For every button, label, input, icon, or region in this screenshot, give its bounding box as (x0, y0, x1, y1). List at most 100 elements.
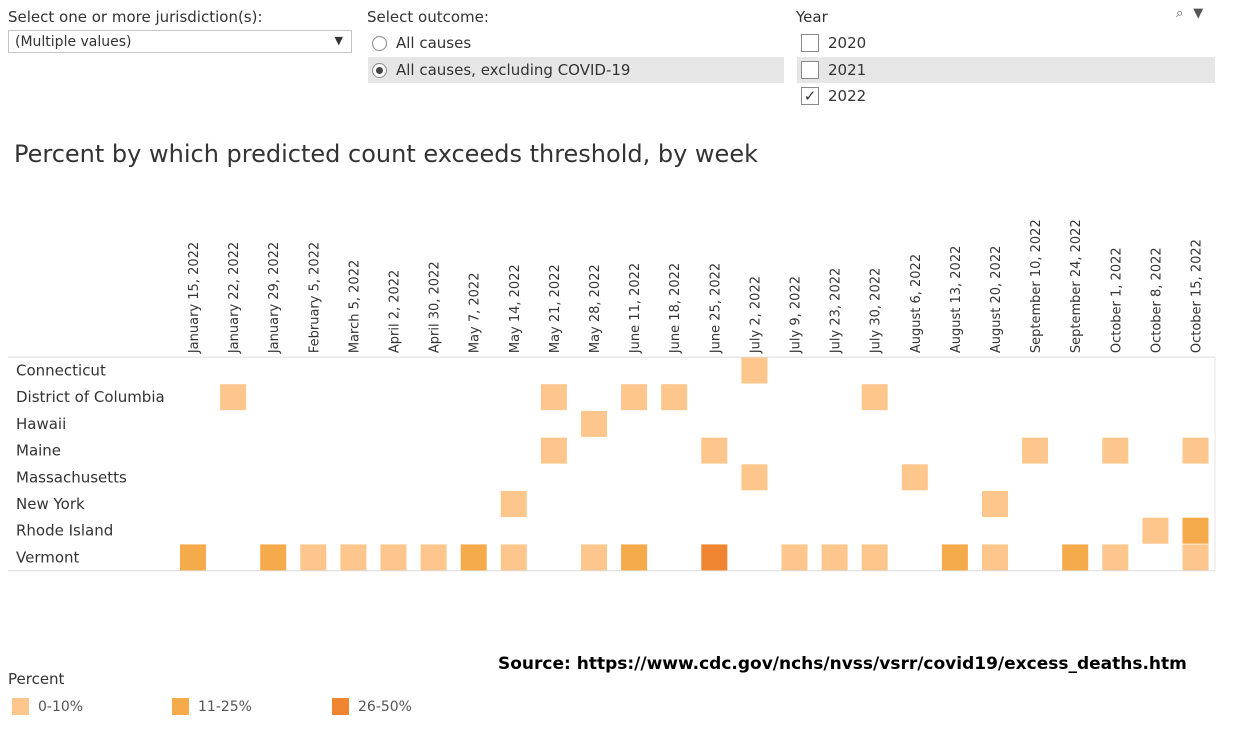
year-filter-label: Year (796, 8, 828, 26)
week-label: February 5, 2022 (307, 242, 322, 353)
heatmap-cell[interactable] (581, 544, 607, 571)
heatmap-cell[interactable] (821, 544, 848, 571)
jurisdiction-label: Rhode Island (16, 522, 113, 540)
heatmap-cell[interactable] (621, 384, 648, 411)
heatmap-cell[interactable] (1182, 437, 1209, 464)
heatmap-cell[interactable] (741, 357, 768, 384)
heatmap-cell[interactable] (540, 437, 567, 464)
heatmap-cell[interactable] (781, 544, 808, 571)
week-label: October 8, 2022 (1149, 247, 1164, 353)
heatmap-cell[interactable] (1102, 544, 1129, 571)
week-label: July 30, 2022 (869, 268, 884, 354)
legend-swatch (172, 698, 189, 715)
jurisdiction-dropdown-value: (Multiple values) (15, 34, 132, 50)
heatmap-cell[interactable] (861, 544, 888, 571)
jurisdiction-label: Vermont (16, 548, 80, 566)
heatmap-cell[interactable] (701, 437, 728, 464)
heatmap-cell[interactable] (220, 384, 247, 411)
heatmap-cell[interactable] (1182, 517, 1209, 544)
heatmap-cell[interactable] (701, 544, 728, 571)
week-label: September 10, 2022 (1029, 219, 1044, 353)
legend-item-11-25: 11-25% (172, 698, 252, 715)
heatmap-cell[interactable] (1142, 517, 1169, 544)
legend-item-26-50: 26-50% (332, 698, 412, 715)
heatmap-cell[interactable] (260, 544, 287, 571)
week-label: January 29, 2022 (267, 242, 282, 354)
jurisdiction-label: Massachusetts (16, 468, 127, 486)
week-label: October 1, 2022 (1109, 247, 1124, 353)
radio-button-selected[interactable] (372, 62, 387, 78)
heatmap-cell[interactable] (621, 544, 648, 571)
heatmap-cell[interactable] (500, 544, 527, 571)
heatmap-cell[interactable] (500, 491, 527, 517)
week-label: January 15, 2022 (187, 242, 202, 354)
week-label: April 2, 2022 (388, 270, 403, 353)
heatmap-cell[interactable] (1182, 544, 1209, 571)
heatmap-cell[interactable] (581, 410, 607, 437)
heatmap-cell[interactable] (861, 384, 888, 411)
heatmap-cell[interactable] (982, 544, 1008, 571)
legend-item-0-10: 0-10% (12, 698, 83, 715)
week-label: June 11, 2022 (628, 263, 643, 354)
week-label: April 30, 2022 (428, 261, 443, 353)
week-label: May 14, 2022 (508, 264, 523, 353)
week-label: January 22, 2022 (227, 242, 242, 354)
heatmap-cell[interactable] (180, 544, 206, 571)
heatmap-cell[interactable] (380, 544, 407, 571)
week-label: July 2, 2022 (748, 276, 763, 354)
heatmap-cell[interactable] (982, 491, 1008, 517)
week-label: March 5, 2022 (347, 260, 362, 353)
year-checkbox[interactable] (801, 34, 819, 52)
legend-label: 0-10% (38, 698, 84, 715)
jurisdiction-filter-label: Select one or more jurisdiction(s): (8, 8, 263, 26)
outcome-option-excluding-covid[interactable]: All causes, excluding COVID-19 (368, 57, 784, 83)
week-label: August 13, 2022 (949, 246, 964, 354)
year-checkbox[interactable] (801, 61, 819, 79)
jurisdiction-label: Maine (16, 442, 61, 460)
outcome-option-all-causes[interactable]: All causes (368, 30, 784, 56)
week-label: May 28, 2022 (588, 264, 603, 353)
jurisdiction-dropdown[interactable]: (Multiple values) ▼ (8, 30, 352, 53)
jurisdiction-label: Hawaii (16, 415, 66, 433)
year-checkbox-checked[interactable]: ✓ (801, 87, 819, 105)
legend-swatch (332, 698, 349, 715)
outcome-option-label: All causes (396, 34, 472, 52)
heatmap-cell[interactable] (741, 464, 768, 491)
heatmap-cell[interactable] (941, 544, 968, 571)
year-option-label: 2020 (828, 34, 867, 52)
week-label: May 21, 2022 (548, 264, 563, 353)
week-label: August 20, 2022 (989, 246, 1004, 354)
week-label: May 7, 2022 (468, 273, 483, 354)
heatmap-cell[interactable] (1062, 544, 1089, 571)
legend-title: Percent (8, 670, 65, 688)
year-option-2020[interactable]: 2020 (797, 30, 1215, 56)
menu-dropdown-icon[interactable]: ▼ (1193, 6, 1204, 21)
heatmap-cell[interactable] (460, 544, 487, 571)
legend-swatch (12, 698, 29, 715)
year-option-2022[interactable]: ✓ 2022 (797, 83, 1215, 109)
heatmap-cell[interactable] (1102, 437, 1129, 464)
radio-button[interactable] (372, 35, 387, 51)
week-label: October 15, 2022 (1190, 239, 1205, 353)
search-icon[interactable]: ⌕ (1176, 6, 1184, 21)
heatmap-cell[interactable] (1022, 437, 1049, 464)
jurisdiction-label: New York (16, 495, 85, 513)
chevron-down-icon: ▼ (334, 34, 343, 47)
year-option-label: 2021 (828, 61, 867, 79)
week-label: July 23, 2022 (829, 268, 844, 354)
week-label: June 25, 2022 (708, 263, 723, 354)
week-label: June 18, 2022 (668, 263, 683, 354)
heatmap-cell[interactable] (661, 384, 688, 411)
jurisdiction-label: Connecticut (16, 362, 106, 380)
heatmap-cell[interactable] (300, 544, 327, 571)
heatmap-cell[interactable] (901, 464, 928, 491)
heatmap-cell[interactable] (540, 384, 567, 411)
year-option-label: 2022 (828, 87, 867, 105)
legend-label: 26-50% (358, 698, 412, 715)
heatmap-cell[interactable] (340, 544, 367, 571)
heatmap-cell[interactable] (420, 544, 447, 571)
legend-label: 11-25% (198, 698, 252, 715)
jurisdiction-label: District of Columbia (16, 388, 165, 406)
outcome-option-label: All causes, excluding COVID-19 (396, 61, 631, 79)
year-option-2021[interactable]: 2021 (797, 57, 1215, 83)
